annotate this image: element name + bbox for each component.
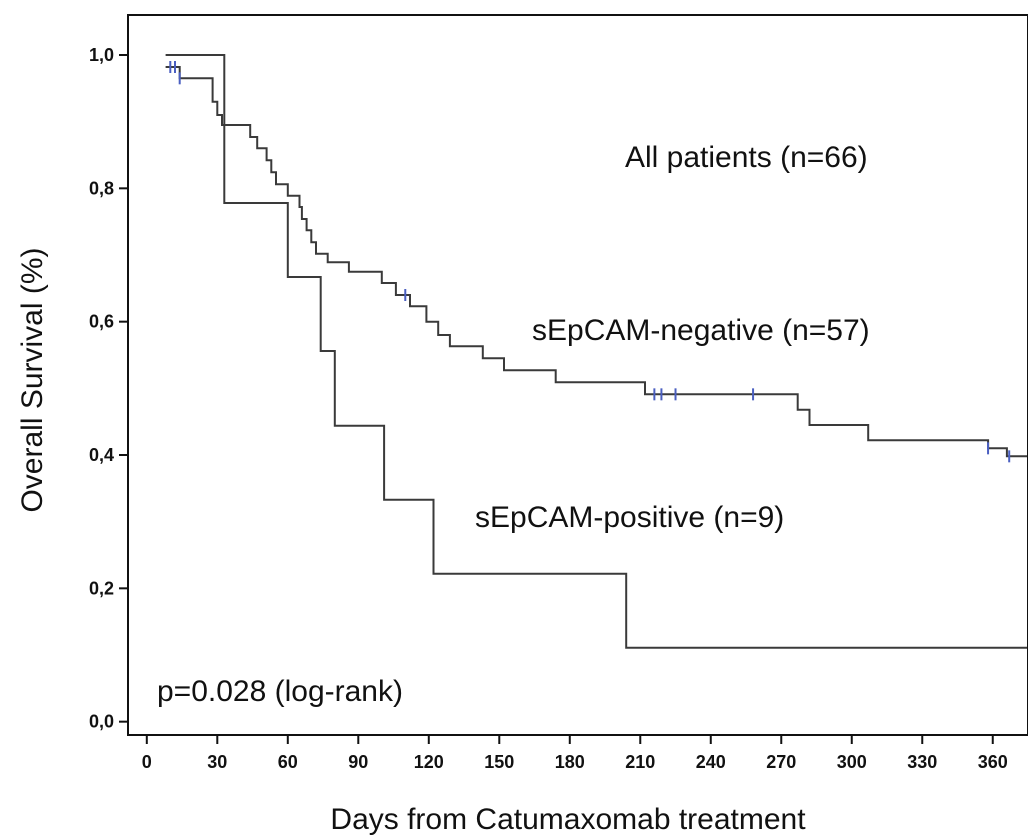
- annotation-sepcam-positive: sEpCAM-positive (n=9): [475, 501, 784, 534]
- annotation-sepcam-negative: sEpCAM-negative (n=57): [532, 314, 870, 347]
- x-tick-label: 300: [837, 752, 867, 772]
- x-tick-label: 270: [766, 752, 796, 772]
- y-tick-label: 1,0: [89, 45, 114, 65]
- y-tick-label: 0,6: [89, 312, 114, 332]
- x-axis-title: Days from Catumaxomab treatment: [330, 803, 806, 836]
- series-layer: [165, 54, 1027, 649]
- x-axis: 0 30 60 90 120 150 180 210 240 270 300 330 360: [142, 735, 1008, 772]
- x-tick-label: 360: [978, 752, 1008, 772]
- x-tick-label: 30: [207, 752, 227, 772]
- y-tick-label: 0,8: [89, 178, 114, 198]
- x-tick-label: 210: [625, 752, 655, 772]
- series-line-sepcam-negative: [165, 66, 1027, 458]
- x-tick-label: 0: [142, 752, 152, 772]
- y-axis: 0,0 0,2 0,4 0,6 0,8 1,0: [89, 45, 128, 732]
- annotation-p-value: p=0.028 (log-rank): [157, 675, 403, 708]
- y-tick-label: 0,0: [89, 712, 114, 732]
- x-tick-label: 180: [555, 752, 585, 772]
- series-line-sepcam-positive: [165, 54, 1027, 649]
- y-axis-title: Overall Survival (%): [16, 247, 49, 512]
- y-tick-label: 0,2: [89, 578, 114, 598]
- y-tick-label: 0,4: [89, 445, 114, 465]
- x-tick-label: 120: [414, 752, 444, 772]
- annotation-all-patients: All patients (n=66): [625, 141, 868, 174]
- x-tick-label: 330: [907, 752, 937, 772]
- x-tick-label: 90: [348, 752, 368, 772]
- x-tick-label: 150: [484, 752, 514, 772]
- censor-marks: [169, 61, 1011, 463]
- x-tick-label: 60: [278, 752, 298, 772]
- x-tick-label: 240: [696, 752, 726, 772]
- plot-frame: [127, 14, 1028, 736]
